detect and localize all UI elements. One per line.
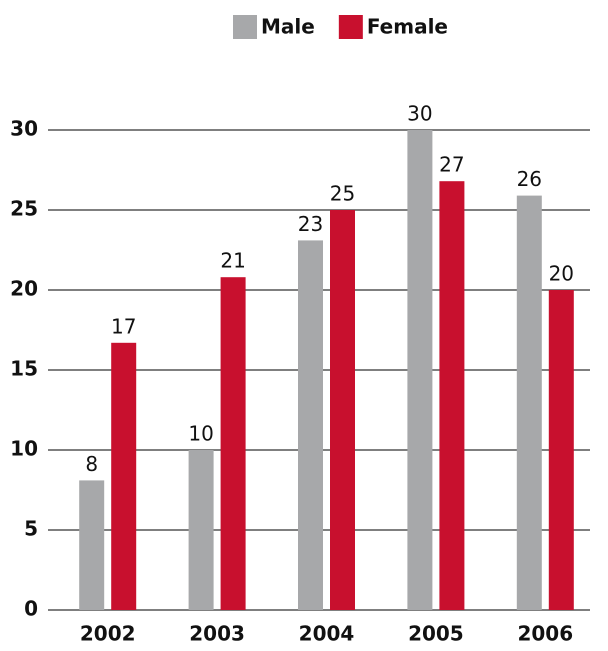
y-tick-label: 0: [24, 597, 38, 621]
bar: [330, 210, 355, 610]
x-tick-label: 2004: [299, 622, 355, 646]
y-tick-label: 30: [10, 117, 38, 141]
bar: [111, 342, 137, 610]
value-label: 20: [549, 262, 574, 286]
value-label: 27: [439, 153, 464, 177]
bar: [407, 130, 433, 610]
value-label: 8: [85, 452, 98, 476]
y-tick-label: 5: [24, 517, 38, 541]
legend-swatch: [338, 15, 363, 39]
x-tick-label: 2006: [517, 622, 573, 646]
legend-swatch: [233, 15, 257, 39]
x-tick-label: 2002: [80, 622, 136, 646]
value-label: 17: [111, 314, 136, 338]
legend-label: Male: [261, 15, 315, 39]
value-label: 25: [330, 182, 355, 206]
bar: [298, 240, 323, 610]
value-label: 26: [517, 167, 542, 191]
y-tick-label: 15: [10, 357, 38, 381]
value-label: 23: [298, 212, 323, 236]
x-tick-label: 2003: [189, 622, 245, 646]
y-tick-label: 20: [10, 277, 38, 301]
bar: [79, 480, 105, 610]
legend-label: Female: [367, 15, 448, 39]
value-label: 30: [407, 102, 432, 126]
value-label: 21: [220, 249, 245, 273]
bar: [220, 277, 246, 610]
bar: [439, 181, 465, 610]
value-label: 10: [188, 422, 213, 446]
y-tick-label: 25: [10, 197, 38, 221]
bar: [548, 290, 574, 610]
bar: [188, 450, 214, 610]
y-tick-label: 10: [10, 437, 38, 461]
x-tick-label: 2005: [408, 622, 464, 646]
bar: [516, 195, 542, 610]
